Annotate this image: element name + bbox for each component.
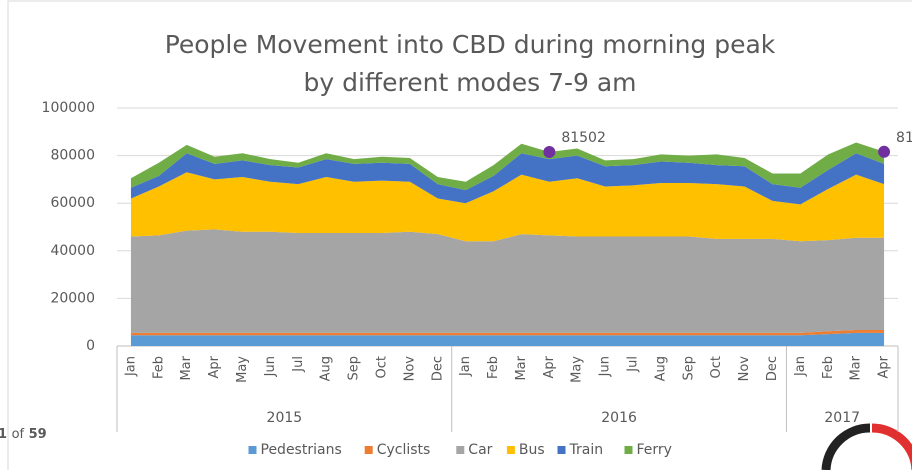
- y-tick-label: 60000: [50, 195, 95, 211]
- page-indicator: 1 of 59: [0, 427, 47, 442]
- x-tick-label: Mar: [849, 355, 864, 380]
- legend-item: Train: [557, 442, 604, 458]
- x-tick-label: Jan: [793, 356, 808, 377]
- x-tick-label: May: [235, 356, 250, 383]
- legend-label: Pedestrians: [261, 442, 342, 458]
- x-tick-label: Jun: [598, 356, 613, 377]
- x-group-label: 2015: [267, 410, 303, 426]
- x-tick-label: Aug: [653, 356, 668, 381]
- legend-label: Bus: [519, 442, 545, 458]
- x-tick-label: Feb: [151, 356, 166, 379]
- x-tick-label: Dec: [430, 356, 445, 381]
- annotation-label: 81592: [896, 130, 912, 146]
- legend-item: Pedestrians: [248, 442, 342, 458]
- x-tick-label: Sep: [681, 356, 696, 381]
- x-tick-label: Aug: [319, 356, 334, 381]
- y-tick-label: 40000: [50, 243, 95, 259]
- gauge-icon: [821, 423, 912, 470]
- area: [130, 332, 885, 346]
- area: [130, 229, 885, 333]
- x-tick-label: Oct: [709, 356, 724, 378]
- x-tick-label: Oct: [374, 356, 389, 378]
- legend-item: Ferry: [624, 442, 672, 458]
- x-group-label: 2017: [824, 410, 860, 426]
- x-group-label: 2016: [601, 410, 637, 426]
- x-tick-label: Feb: [821, 356, 836, 379]
- x-tick-label: Jan: [123, 356, 138, 377]
- legend-swatch: [557, 446, 566, 454]
- x-tick-label: Nov: [737, 356, 752, 382]
- area: [130, 172, 885, 242]
- x-tick-label: Mar: [514, 355, 529, 380]
- x-tick-label: Jul: [291, 356, 306, 373]
- legend-swatch: [364, 446, 373, 454]
- legend-label: Train: [569, 442, 604, 458]
- y-tick-label: 80000: [50, 148, 95, 164]
- x-tick-label: Jun: [263, 356, 278, 377]
- x-tick-label: Mar: [179, 355, 194, 380]
- area: [130, 153, 885, 205]
- legend-item: Cyclists: [364, 442, 431, 458]
- x-tick-label: Sep: [347, 356, 362, 381]
- y-tick-label: 20000: [50, 290, 95, 306]
- annotation-label: 81502: [561, 130, 606, 146]
- legend-swatch: [248, 446, 257, 454]
- legend-swatch: [456, 446, 465, 454]
- x-tick-label: Apr: [877, 355, 892, 378]
- page-separator: of: [12, 427, 25, 442]
- legend-item: Car: [456, 442, 493, 458]
- x-tick-label: Jul: [626, 356, 641, 373]
- y-tick-label: 100000: [42, 100, 95, 116]
- page-current: 1: [0, 427, 7, 442]
- page-total: 59: [29, 427, 47, 442]
- legend-label: Ferry: [637, 442, 672, 458]
- legend-label: Car: [468, 442, 492, 458]
- x-tick-label: Apr: [542, 355, 557, 378]
- annotation-dot: [543, 146, 556, 159]
- y-tick-label: 0: [86, 338, 95, 354]
- x-tick-label: Dec: [765, 356, 780, 381]
- x-tick-label: May: [570, 356, 585, 383]
- x-tick-label: Feb: [486, 356, 501, 379]
- chart-title: by different modes 7-9 am: [303, 68, 636, 97]
- legend-swatch: [506, 446, 515, 454]
- legend-swatch: [624, 446, 633, 454]
- legend-label: Cyclists: [377, 442, 431, 458]
- area: [130, 330, 885, 336]
- annotation-dot: [878, 145, 891, 158]
- x-tick-label: Jan: [458, 356, 473, 377]
- x-tick-label: Apr: [207, 355, 222, 378]
- chart-title: People Movement into CBD during morning …: [165, 30, 776, 59]
- legend-item: Bus: [506, 442, 545, 458]
- x-tick-label: Nov: [402, 356, 417, 382]
